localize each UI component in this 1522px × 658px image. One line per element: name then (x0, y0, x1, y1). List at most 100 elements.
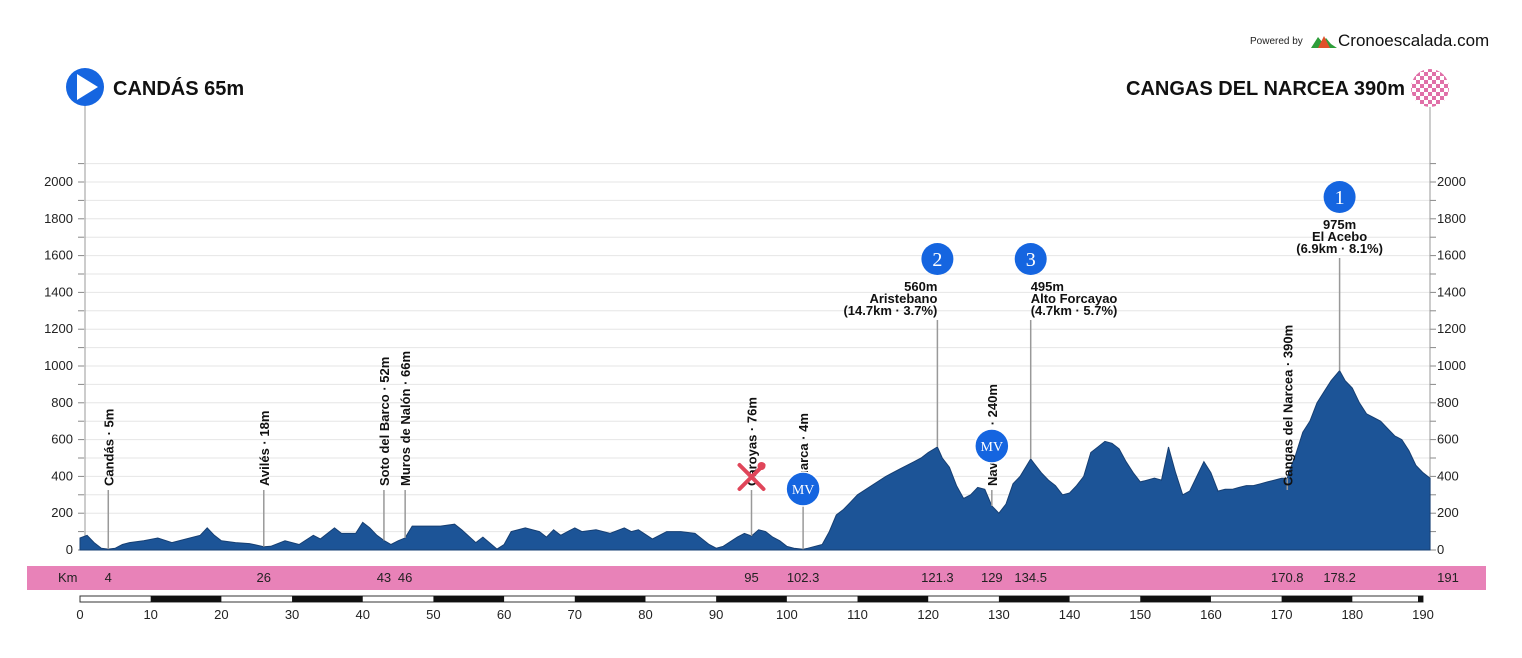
y-tick-label-left: 1000 (44, 358, 73, 373)
scale-bar-block (998, 596, 1070, 602)
scale-bar-end (1418, 596, 1423, 602)
km-band (27, 566, 1486, 590)
scale-bar-block (292, 596, 363, 602)
powered-by: Powered by (1250, 36, 1303, 47)
km-band-value: 178.2 (1323, 570, 1356, 585)
km-band-value: 26 (257, 570, 271, 585)
y-tick-label-left: 400 (51, 468, 73, 483)
sprint-marker (974, 428, 1010, 464)
km-band-value: 46 (398, 570, 412, 585)
climb-name: Alto Forcayao (1031, 291, 1118, 306)
waypoint-label: Avilés · 18m (257, 411, 272, 486)
scale-bar-block (150, 596, 222, 602)
start-flag: CANDÁS 65m (66, 68, 244, 550)
x-tick-label: 30 (285, 607, 299, 622)
climb-detail: (4.7km · 5.7%) (1031, 303, 1118, 318)
x-tick-label: 10 (143, 607, 157, 622)
y-tick-label-left: 1800 (44, 211, 73, 226)
y-tick-label-right: 400 (1437, 468, 1459, 483)
sprint-marker (785, 471, 821, 507)
x-tick-label: 120 (917, 607, 939, 622)
scale-bar-block (574, 596, 646, 602)
y-tick-label-right: 800 (1437, 395, 1459, 410)
y-tick-label-left: 2000 (44, 174, 73, 189)
km-band-value: 43 (377, 570, 391, 585)
y-tick-label-left: 600 (51, 432, 73, 447)
y-tick-label-right: 1400 (1437, 284, 1466, 299)
climb-category-badge (921, 243, 954, 275)
scale-bar-block (716, 596, 787, 602)
x-tick-label: 0 (76, 607, 83, 622)
y-tick-label-left: 800 (51, 395, 73, 410)
waypoint-label: Luarca · 4m (796, 413, 811, 486)
x-tick-label: 20 (214, 607, 228, 622)
km-band-value: 4 (105, 570, 112, 585)
scale-bar-block (1281, 596, 1353, 602)
climb-altitude: 560m (904, 279, 937, 294)
x-tick-label: 50 (426, 607, 440, 622)
x-tick-label: 160 (1200, 607, 1222, 622)
start-label: CANDÁS 65m (113, 77, 244, 100)
climb-altitude: 975m (1323, 217, 1356, 232)
climb-category-number: 2 (932, 249, 942, 271)
x-tick-label: 190 (1412, 607, 1434, 622)
km-band-value: 129 (981, 570, 1003, 585)
finish-checkered-icon (1411, 69, 1449, 107)
waypoint-label: Candás · 5m (101, 409, 116, 486)
scale-bar-block (857, 596, 929, 602)
finish-label: CANGAS DEL NARCEA 390m (1126, 78, 1405, 100)
km-band-value: 121.3 (921, 570, 954, 585)
x-tick-label: 150 (1129, 607, 1151, 622)
y-tick-label-right: 1000 (1437, 358, 1466, 373)
y-tick-label-left: 1400 (44, 284, 73, 299)
brand-name: Cronoescalada.com (1338, 31, 1490, 50)
brand-logo-icon (1311, 33, 1337, 54)
y-tick-label-right: 0 (1437, 542, 1444, 557)
x-tick-label: 40 (356, 607, 370, 622)
climb-category-number: 1 (1335, 187, 1345, 209)
y-tick-label-right: 1800 (1437, 211, 1466, 226)
y-tick-label-right: 200 (1437, 505, 1459, 520)
x-tick-label: 170 (1271, 607, 1293, 622)
km-band-value: 170.8 (1271, 570, 1304, 585)
sprint-label: MV (792, 483, 815, 498)
x-tick-label: 60 (497, 607, 511, 622)
climb-altitude: 495m (1031, 279, 1064, 294)
waypoint-label: Soto del Barco · 52m (377, 357, 392, 486)
y-tick-label-right: 1600 (1437, 248, 1466, 263)
waypoint-label: Muros de Nalón · 66m (398, 351, 413, 486)
km-band-value: 95 (744, 570, 758, 585)
x-tick-label: 110 (847, 607, 868, 622)
y-tick-label-left: 200 (51, 505, 73, 520)
x-tick-label: 130 (988, 607, 1010, 622)
climb-name: El Acebo (1312, 229, 1367, 244)
x-tick-label: 90 (709, 607, 723, 622)
elevation-area (79, 369, 1431, 551)
km-band-label: Km (58, 570, 78, 585)
climb-detail: (14.7km · 3.7%) (843, 303, 937, 318)
climb-category-number: 3 (1026, 249, 1036, 271)
climb-category-badge (1014, 243, 1047, 275)
y-tick-label-left: 1600 (44, 248, 73, 263)
km-band-value: 134.5 (1014, 570, 1047, 585)
scale-bar-block (433, 596, 505, 602)
climb-detail: (6.9km · 8.1%) (1296, 241, 1383, 256)
x-tick-label: 80 (638, 607, 652, 622)
climb-category-badge (1323, 181, 1356, 213)
waypoint-label: Caroyas · 76m (745, 397, 760, 486)
y-tick-label-left: 0 (66, 542, 73, 557)
feed-zone-icon (737, 462, 766, 491)
x-tick-label: 180 (1341, 607, 1363, 622)
km-band-value: 191 (1437, 570, 1459, 585)
waypoint-label: Cangas del Narcea · 390m (1280, 325, 1295, 486)
km-band-value: 102.3 (787, 570, 820, 585)
y-tick-label-right: 600 (1437, 432, 1459, 447)
x-tick-label: 70 (568, 607, 582, 622)
x-tick-label: 140 (1059, 607, 1081, 622)
scale-bar-block (1140, 596, 1211, 602)
y-tick-label-right: 2000 (1437, 174, 1466, 189)
y-tick-label-right: 1200 (1437, 321, 1466, 336)
y-tick-label-left: 1200 (44, 321, 73, 336)
x-tick-label: 100 (776, 607, 798, 622)
